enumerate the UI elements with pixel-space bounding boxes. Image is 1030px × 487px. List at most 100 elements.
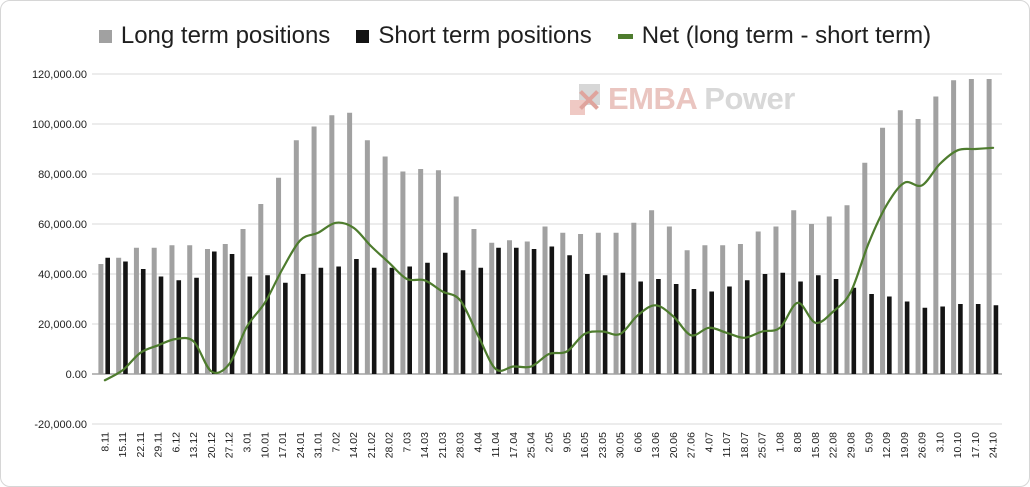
bar-short-term	[211, 251, 217, 374]
bar-short-term	[158, 276, 164, 374]
bar-long-term	[222, 244, 228, 374]
bar-short-term	[673, 284, 679, 374]
x-axis-tick-label: 27.12	[224, 432, 236, 458]
bar-short-term	[513, 247, 519, 374]
legend-label-long-term: Long term positions	[120, 22, 331, 49]
x-axis-tick-label: 7.03	[401, 432, 413, 453]
x-axis-tick-label: 15.11	[117, 432, 129, 458]
x-axis-tick-label: 28.03	[455, 432, 467, 458]
x-axis-tick-label: 22.08	[828, 432, 840, 458]
bar-short-term	[318, 267, 324, 374]
bar-short-term	[425, 262, 430, 374]
bar-short-term	[300, 274, 306, 374]
bar-long-term	[560, 232, 566, 374]
x-axis-tick-label: 19.09	[899, 432, 911, 458]
x-axis-tick-label: 10.01	[259, 432, 271, 458]
bar-long-term	[631, 222, 637, 374]
y-axis-tick-label: 20,000.00	[38, 319, 87, 331]
x-axis-tick-label: 8.11	[99, 432, 111, 452]
bar-long-term	[808, 224, 814, 374]
bar-long-term	[684, 250, 690, 374]
x-axis-tick-label: 29.08	[846, 432, 858, 458]
bar-short-term	[460, 270, 466, 374]
y-axis-tick-label: 120,000.00	[32, 69, 87, 81]
watermark: EMBA Power	[570, 81, 795, 117]
bar-long-term	[435, 170, 441, 374]
bar-long-term	[329, 115, 335, 374]
x-axis-tick-label: 24.01	[295, 432, 307, 458]
bar-short-term	[247, 276, 253, 374]
x-axis-tick-label: 17.04	[508, 432, 520, 458]
x-axis-tick-label: 10.10	[952, 432, 964, 458]
bar-long-term	[880, 127, 886, 374]
x-axis-tick-label: 13.06	[650, 432, 662, 458]
bar-short-term	[407, 266, 412, 374]
bar-long-term	[116, 257, 122, 374]
bar-long-term	[311, 126, 317, 374]
bar-long-term	[595, 232, 601, 374]
bar-short-term	[389, 267, 395, 374]
x-axis-tick-label: 11.04	[490, 432, 502, 458]
x-axis-tick-label: 29.11	[153, 432, 165, 458]
bar-long-term	[666, 226, 672, 374]
bar-short-term	[602, 275, 608, 374]
brand-logo-icon	[570, 83, 601, 115]
x-axis-tick-label: 17.01	[277, 432, 289, 458]
x-axis-tick-label: 14.03	[419, 432, 431, 458]
bar-short-term	[176, 280, 182, 374]
x-axis-tick-label: 12.09	[881, 432, 893, 458]
x-axis-tick-label: 25.07	[757, 432, 769, 458]
legend-item-short-term: Short term positions	[356, 22, 592, 50]
bar-short-term	[496, 247, 501, 374]
bar-long-term	[151, 247, 157, 374]
bar-short-term	[105, 257, 110, 374]
x-axis-tick-label: 22.11	[135, 432, 147, 458]
bar-short-term	[851, 287, 857, 374]
legend-label-net: Net (long term - short term)	[641, 22, 932, 49]
bar-short-term	[354, 259, 359, 374]
bar-long-term	[418, 169, 424, 374]
bar-short-term	[815, 275, 821, 374]
bar-short-term	[798, 281, 803, 374]
x-axis-tick-label: 14.02	[348, 432, 360, 458]
bar-short-term	[549, 246, 555, 374]
bar-long-term	[471, 229, 477, 374]
net-line	[103, 146, 995, 382]
bar-short-term	[371, 267, 377, 374]
legend-label-short-term: Short term positions	[378, 22, 592, 49]
bar-long-term	[489, 242, 495, 374]
x-axis-tick-label: 18.07	[739, 432, 751, 458]
long-term-swatch-icon	[98, 29, 112, 43]
bar-long-term	[951, 80, 957, 374]
x-axis-tick-label: 11.07	[721, 432, 733, 458]
legend-item-net: Net (long term - short term)	[617, 22, 932, 50]
bar-long-term	[986, 79, 992, 374]
bar-short-term	[762, 274, 768, 374]
y-axis-tick-label: 60,000.00	[38, 219, 87, 231]
bar-short-term	[567, 255, 572, 374]
bar-short-term	[478, 267, 484, 374]
bar-short-term	[229, 254, 235, 374]
bar-short-term	[958, 304, 963, 374]
x-axis-tick-label: 25.04	[526, 432, 538, 458]
legend-item-long-term: Long term positions	[98, 22, 331, 50]
x-axis-tick-label: 20.12	[206, 432, 218, 458]
x-axis-tick-label: 20.06	[668, 432, 680, 458]
x-axis-tick-label: 4.07	[703, 432, 715, 453]
bar-short-term	[744, 280, 750, 374]
x-axis-tick-label: 6.06	[632, 432, 644, 453]
y-axis-tick-label: 0.00	[66, 369, 87, 381]
x-axis-tick-label: 1.08	[774, 432, 786, 453]
bar-long-term	[240, 229, 246, 374]
bar-short-term	[709, 291, 714, 374]
x-axis-tick-label: 7.02	[330, 432, 342, 453]
bar-short-term	[531, 249, 537, 374]
chart-legend: Long term positions Short term positions…	[1, 22, 1029, 50]
watermark-brand-secondary: Power	[704, 81, 795, 116]
bar-short-term	[922, 307, 928, 374]
bar-short-term	[638, 281, 643, 374]
bar-long-term	[578, 234, 584, 374]
bar-long-term	[364, 140, 370, 374]
x-axis-tick-label: 5.09	[863, 432, 875, 453]
bar-short-term	[123, 261, 128, 374]
